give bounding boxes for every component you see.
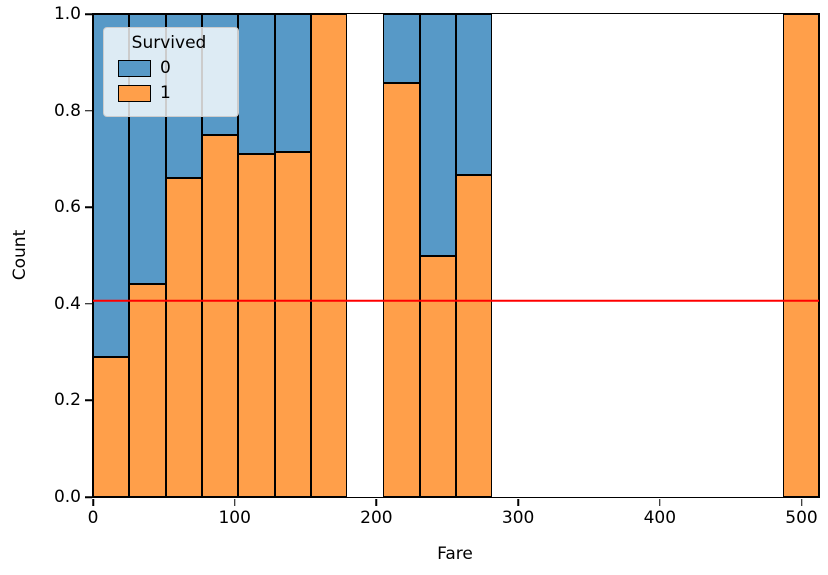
x-tick-mark	[92, 498, 94, 506]
bar-segment-survived-1	[456, 174, 493, 497]
histogram-bin	[456, 14, 493, 497]
bar-segment-survived-1	[419, 255, 457, 497]
legend-color-patch	[118, 84, 151, 102]
histogram-bin	[274, 14, 311, 497]
x-tick-label: 200	[360, 508, 393, 528]
x-tick-label: 400	[643, 508, 677, 528]
x-tick-label: 300	[501, 508, 535, 528]
y-tick-mark	[84, 496, 92, 498]
histogram-bin	[310, 14, 348, 497]
x-axis-label: Fare	[437, 544, 473, 564]
y-tick-label: 1.0	[53, 4, 81, 24]
y-axis-label: Count	[10, 229, 30, 281]
legend-entry-label: 1	[160, 83, 171, 103]
bar-segment-survived-1	[238, 154, 275, 497]
legend-entry-label: 0	[160, 58, 171, 78]
x-tick-label: 500	[785, 508, 818, 528]
bar-segment-survived-0	[383, 14, 420, 84]
reference-line	[93, 299, 819, 303]
bar-segment-survived-1	[782, 14, 819, 497]
bar-segment-survived-1	[274, 151, 311, 497]
bar-segment-survived-1	[383, 83, 420, 497]
histogram-bin	[782, 14, 819, 497]
bar-segment-survived-0	[419, 14, 457, 256]
bar-segment-survived-1	[310, 14, 348, 497]
y-tick-label: 0.0	[53, 487, 81, 507]
x-tick-label: 0	[87, 508, 99, 528]
y-tick-label: 0.6	[53, 197, 81, 218]
y-tick-label: 0.2	[53, 390, 81, 411]
histogram-bin	[238, 14, 275, 497]
y-tick-mark	[84, 303, 92, 305]
histogram-bin	[383, 14, 420, 497]
y-tick-label: 0.8	[53, 100, 81, 121]
x-tick-mark	[800, 498, 803, 506]
x-tick-mark	[659, 498, 661, 506]
bar-segment-survived-1	[93, 356, 130, 497]
bar-segment-survived-1	[129, 284, 166, 497]
y-tick-label: 0.4	[53, 293, 81, 314]
legend-entry: 1	[118, 83, 224, 103]
x-tick-mark	[517, 498, 519, 506]
histogram-bin	[419, 14, 457, 497]
legend-entry: 0	[118, 58, 224, 78]
legend-color-patch	[118, 59, 151, 77]
y-tick-mark	[84, 13, 92, 15]
legend-title: Survived	[131, 33, 207, 53]
x-tick-mark	[233, 498, 236, 506]
y-tick-mark	[84, 109, 92, 112]
y-tick-mark	[84, 399, 92, 402]
y-tick-mark	[84, 206, 92, 208]
bar-segment-survived-1	[165, 178, 202, 497]
bar-segment-survived-0	[238, 14, 275, 155]
bar-segment-survived-0	[274, 14, 311, 152]
bar-segment-survived-1	[201, 134, 239, 497]
x-tick-label: 100	[218, 508, 251, 528]
x-tick-mark	[375, 498, 378, 506]
bar-segment-survived-0	[456, 14, 493, 175]
